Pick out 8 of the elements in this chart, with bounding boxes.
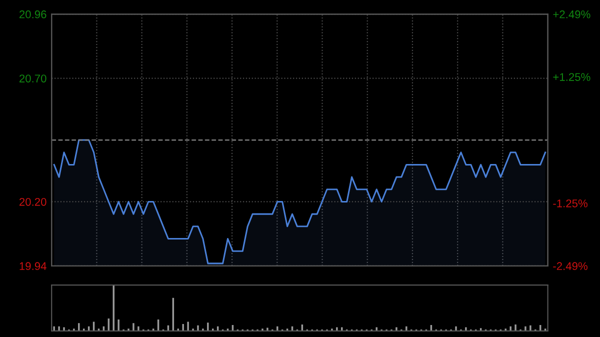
y2-tick-label: -1.25% — [553, 199, 588, 208]
y-tick-label: 19.94 — [20, 262, 46, 270]
y-tick-label: 20.20 — [19, 198, 46, 206]
y2-tick-label: +2.49% — [553, 10, 590, 18]
y-tick-label: 20.70 — [19, 74, 46, 82]
y-tick-label: 20.96 — [19, 10, 46, 18]
y2-tick-label: +1.25% — [553, 73, 590, 81]
y2-tick-label: -2.49% — [553, 262, 588, 270]
